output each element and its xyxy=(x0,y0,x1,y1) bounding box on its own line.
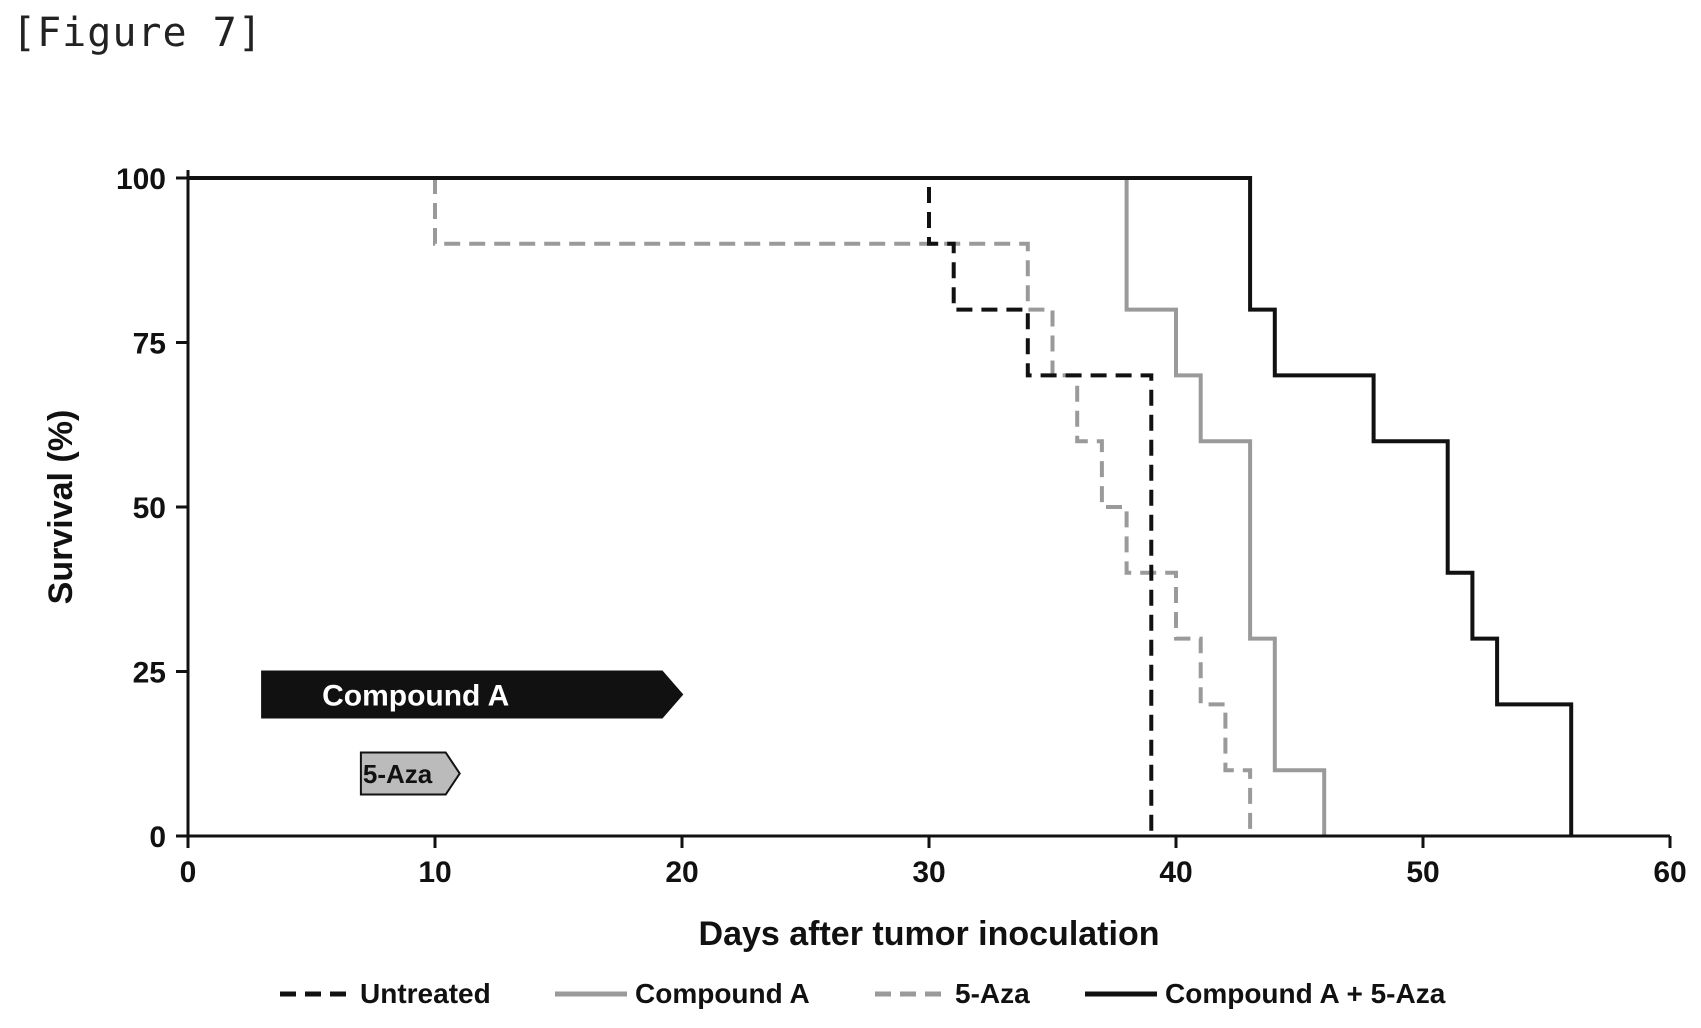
y-tick-label: 75 xyxy=(133,328,166,361)
y-tick-label: 50 xyxy=(133,492,166,525)
treatment-annotations: Compound A 5-Aza xyxy=(262,672,682,795)
x-tick-label: 0 xyxy=(180,856,197,889)
ticks: 0 25 50 75 100 0 10 20 30 40 50 60 xyxy=(116,163,1687,889)
series-line-compound-a-5-aza xyxy=(188,178,1571,836)
legend-label: Untreated xyxy=(360,978,491,1009)
legend-label: Compound A xyxy=(635,978,810,1009)
x-tick-label: 40 xyxy=(1159,856,1192,889)
x-tick-label: 50 xyxy=(1406,856,1439,889)
x-tick-label: 30 xyxy=(912,856,945,889)
x-axis-title: Days after tumor inoculation xyxy=(699,915,1160,953)
series-line-compound-a xyxy=(1127,178,1325,836)
x-tick-label: 20 xyxy=(665,856,698,889)
series-layer xyxy=(188,178,1571,836)
y-axis-title: Survival (%) xyxy=(42,410,80,605)
treatment-arrow-label: Compound A xyxy=(322,679,509,712)
x-tick-label: 60 xyxy=(1653,856,1686,889)
series-line-untreated xyxy=(188,178,1151,836)
y-tick-label: 100 xyxy=(116,163,166,196)
treatment-arrow-label: 5-Aza xyxy=(363,759,433,789)
y-tick-label: 25 xyxy=(133,657,166,690)
x-tick-label: 10 xyxy=(418,856,451,889)
legend-label: 5-Aza xyxy=(955,978,1030,1009)
legend: Untreated Compound A 5-Aza Compound A + 5-A… xyxy=(280,978,1446,1009)
y-tick-label: 0 xyxy=(149,821,166,854)
legend-label: Compound A + 5-Aza xyxy=(1165,978,1446,1009)
